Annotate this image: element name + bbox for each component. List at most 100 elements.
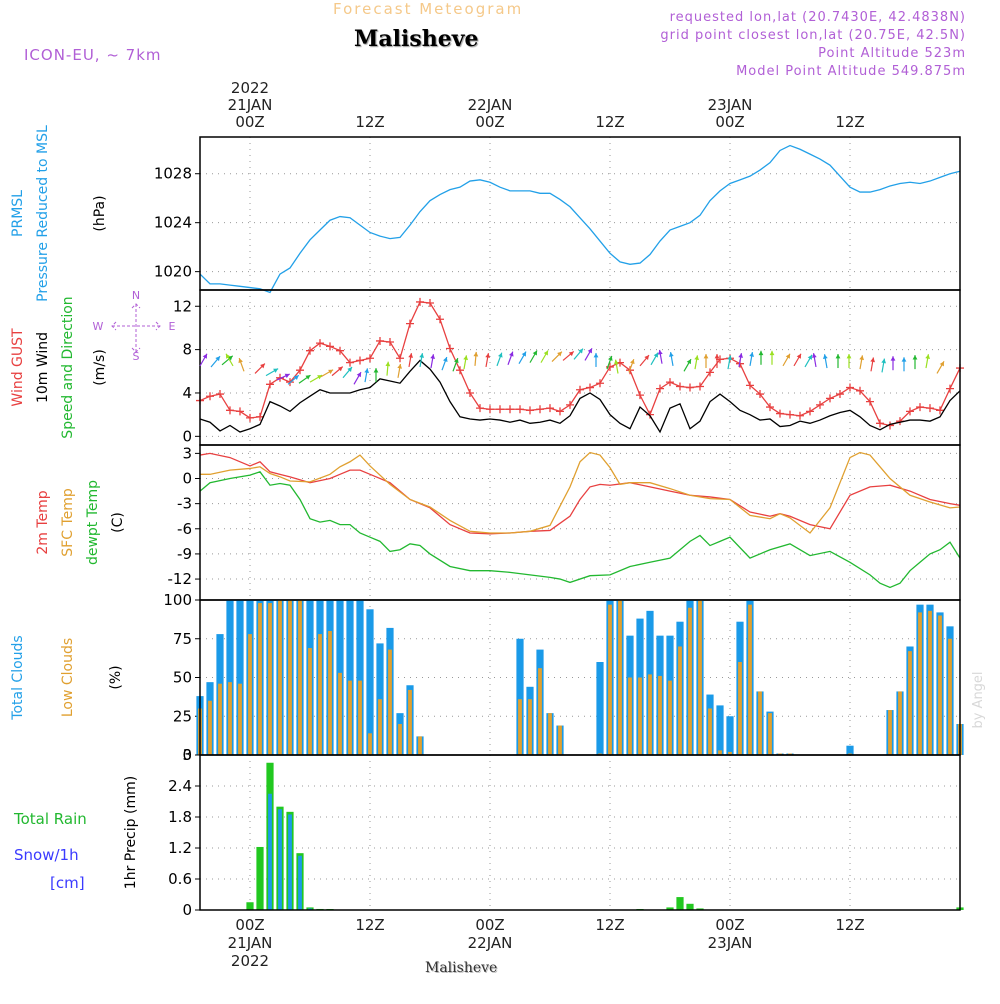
gust-marker — [696, 382, 704, 391]
gust-marker — [356, 356, 364, 365]
gust-marker — [876, 419, 884, 428]
wind-arrow-head — [657, 349, 663, 355]
bar — [388, 649, 392, 755]
clouds-axis-label: Low Clouds — [60, 638, 76, 717]
wind-arrow-head — [807, 354, 812, 360]
wind-arrow-head — [859, 355, 865, 361]
bar — [238, 683, 242, 755]
gust-marker — [226, 406, 234, 415]
bar — [688, 607, 692, 755]
app-title: Forecast Meteogram — [333, 0, 524, 18]
bottom-time-label: 12Z — [835, 916, 864, 934]
precip-axis-label: 1hr Precip (mm) — [123, 776, 139, 889]
bar — [398, 724, 402, 755]
pressure-axis-label-text: Pressure Reduced to MSL — [35, 125, 51, 302]
wind-axis-label: Wind GUST — [10, 328, 26, 407]
precip-axis-label-text: 1hr Precip (mm) — [123, 776, 139, 889]
wind-direction-arrows — [199, 348, 945, 385]
bar — [698, 600, 702, 755]
wind-arrow-head — [796, 353, 801, 359]
wind-arrow-head — [509, 351, 514, 357]
bar — [308, 908, 312, 910]
gust-marker — [866, 397, 874, 406]
wind-arrow-head — [587, 348, 592, 354]
snow-unit-legend: [cm] — [50, 874, 85, 892]
bottom-time-label: 00Z — [715, 916, 744, 934]
bar — [738, 662, 742, 755]
bar — [378, 699, 382, 755]
gust-marker — [236, 407, 244, 416]
bar — [268, 603, 272, 755]
bar — [768, 713, 772, 755]
wind-arrow-head — [578, 348, 583, 354]
bar — [846, 745, 854, 755]
wind-axis-label: 10m Wind — [35, 332, 51, 403]
bar — [728, 751, 732, 755]
bar — [218, 683, 222, 755]
bar — [548, 713, 552, 755]
y-tick-label: 25 — [173, 707, 192, 725]
gust-marker — [546, 404, 554, 413]
y-tick-label: 100 — [163, 591, 192, 609]
gust-marker — [346, 358, 354, 367]
gust-marker — [376, 336, 384, 345]
wind-arrow-head — [608, 355, 613, 361]
wind-axis-label-text: Speed and Direction — [60, 296, 76, 438]
bar — [716, 705, 724, 755]
gust-marker — [416, 297, 424, 306]
clouds-axis-label: Total Clouds — [10, 635, 26, 720]
gust-marker — [646, 410, 654, 419]
bar — [918, 612, 922, 755]
bottom-time-label: 00Z — [235, 916, 264, 934]
bar — [596, 662, 604, 755]
gust-marker — [746, 381, 754, 390]
gust-marker — [816, 400, 824, 409]
wind-arrow-head — [769, 350, 775, 356]
bottom-time-label: 22JAN — [468, 934, 513, 952]
bar — [888, 710, 892, 755]
gust-marker — [656, 384, 664, 393]
bar — [228, 682, 232, 755]
y-tick-label: 1.2 — [168, 839, 192, 857]
pressure-axis-label-text: PRMSL — [10, 190, 26, 237]
top-time-label: 12Z — [835, 113, 864, 131]
gust-marker — [306, 346, 314, 355]
wind-arrow-head — [347, 367, 352, 372]
wind-axis-label: (m/s) — [92, 349, 108, 386]
gust-marker — [296, 366, 304, 375]
watermark: by Angel — [971, 671, 986, 728]
wind-arrow-head — [870, 357, 876, 363]
model-label: ICON-EU, ~ 7km — [24, 46, 162, 64]
bar — [278, 600, 282, 755]
bar — [518, 699, 522, 755]
series-line — [199, 144, 961, 294]
wind-arrow-head — [238, 358, 243, 364]
gust-marker — [246, 413, 254, 422]
y-tick-label: 12 — [173, 297, 192, 315]
wind-frame — [199, 289, 961, 446]
gust-marker — [456, 366, 464, 375]
bar — [348, 680, 352, 755]
wind-arrow-head — [430, 354, 436, 359]
gust-marker — [436, 315, 444, 324]
bar — [618, 600, 622, 755]
bottom-time-label: 23JAN — [708, 934, 753, 952]
wind-arrow-head — [901, 357, 907, 362]
bar — [246, 902, 254, 910]
wind-arrow-head — [714, 354, 720, 359]
bar — [366, 609, 374, 755]
gust-marker — [536, 405, 544, 414]
y-tick-label: -12 — [168, 570, 193, 588]
gust-marker — [406, 319, 414, 328]
y-tick-label: 50 — [173, 669, 192, 687]
wind-arrow-head — [293, 375, 299, 380]
gust-marker — [706, 368, 714, 377]
y-tick-label: 0.6 — [168, 870, 192, 888]
bar — [628, 677, 632, 755]
gust-marker — [806, 407, 814, 416]
gust-marker — [466, 388, 474, 397]
wind-arrow-head — [686, 359, 691, 365]
bar — [278, 809, 282, 910]
wind-arrow-head — [846, 354, 852, 359]
wind-arrow-head — [738, 353, 744, 358]
